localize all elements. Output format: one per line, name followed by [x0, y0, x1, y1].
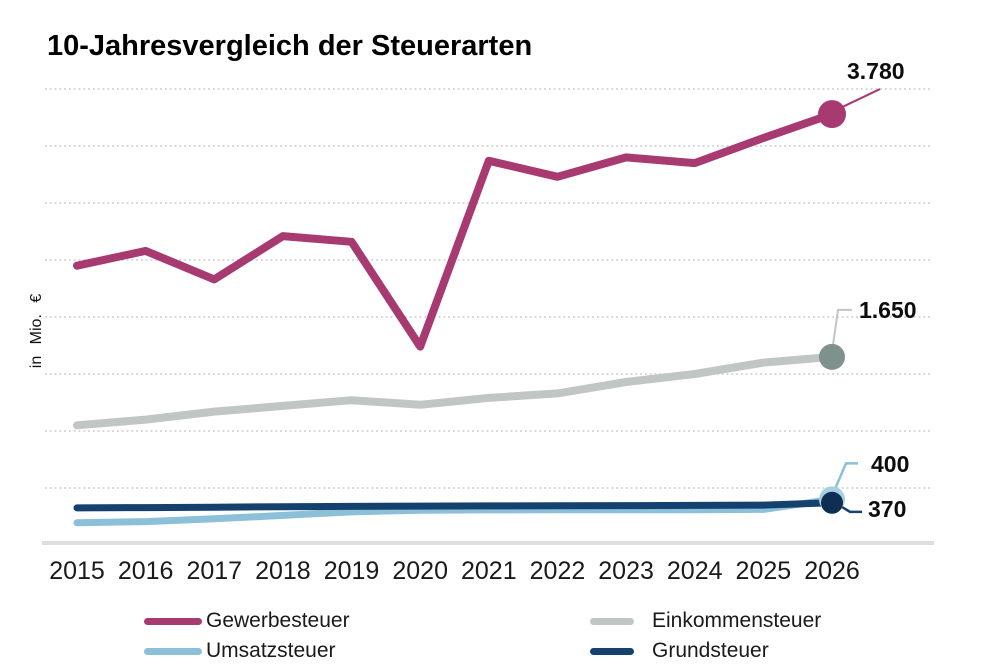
x-tick-label-2022: 2022 [530, 557, 586, 585]
series-line-gewerbesteuer [73, 110, 836, 351]
x-tick-label-2015: 2015 [49, 557, 105, 585]
end-value-label-einkommensteuer: 1.650 [859, 297, 917, 323]
series-line-umsatzsteuer [73, 495, 836, 527]
x-tick-label-2026: 2026 [804, 557, 860, 585]
x-tick-label-2019: 2019 [324, 557, 380, 585]
series-marker-gewerbesteuer [818, 100, 846, 129]
chart-title: 10-Jahresvergleich der Steuerarten [47, 30, 533, 62]
x-tick-label-2020: 2020 [392, 557, 448, 585]
series-marker-einkommensteuer [819, 343, 845, 370]
end-value-label-grundsteuer: 370 [868, 496, 907, 522]
x-tick-label-2017: 2017 [186, 557, 242, 585]
leader-line-gewerbesteuer [837, 88, 881, 110]
x-tick-label-2025: 2025 [736, 557, 792, 585]
series-line-grundsteuer [73, 499, 836, 512]
end-value-label-umsatzsteuer: 400 [871, 451, 910, 477]
series-line-einkommensteuer [73, 352, 836, 430]
x-tick-label-2018: 2018 [255, 557, 311, 585]
series-marker-grundsteuer [821, 491, 843, 514]
leader-line-grundsteuer [839, 504, 862, 514]
leader-line-umsatzsteuer [832, 462, 858, 492]
end-value-label-gewerbesteuer: 3.780 [847, 58, 905, 84]
x-tick-label-2023: 2023 [598, 557, 654, 585]
x-tick-label-2021: 2021 [461, 557, 517, 585]
x-tick-label-2016: 2016 [118, 557, 174, 585]
leader-line-einkommensteuer [831, 308, 852, 353]
x-tick-label-2024: 2024 [667, 557, 723, 585]
